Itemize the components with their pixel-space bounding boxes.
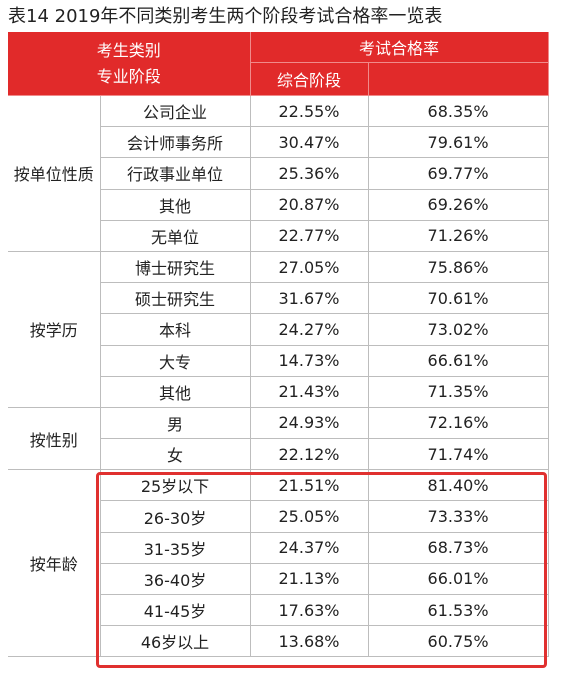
stage-rate-cell: 25.36% bbox=[250, 157, 369, 190]
rate-cell: 68.73% bbox=[368, 532, 549, 564]
category-cell: 大专 bbox=[100, 345, 251, 377]
rate-cell: 71.74% bbox=[368, 438, 549, 471]
category-cell: 博士研究生 bbox=[100, 251, 251, 284]
stage-rate-cell: 21.51% bbox=[250, 469, 369, 502]
corner-header: 考生类别 专业阶段 bbox=[8, 32, 251, 96]
category-cell: 46岁以上 bbox=[100, 625, 251, 658]
category-cell: 行政事业单位 bbox=[100, 157, 251, 190]
rate-cell: 71.26% bbox=[368, 220, 549, 252]
stage-rate-cell: 13.68% bbox=[250, 625, 369, 658]
rate-cell: 60.75% bbox=[368, 625, 549, 658]
corner-header-line1: 考生类别 bbox=[96, 40, 161, 60]
stage-rate-cell: 22.77% bbox=[250, 220, 369, 252]
stage-header: 综合阶段 bbox=[250, 62, 369, 96]
category-cell: 36-40岁 bbox=[100, 563, 251, 596]
rate-cell: 70.61% bbox=[368, 282, 549, 315]
table-row: 36-40岁 21.13% 66.01% bbox=[8, 563, 549, 596]
table-row: 女 22.12% 71.74% bbox=[8, 438, 549, 471]
table-row: 41-45岁 17.63% 61.53% bbox=[8, 594, 549, 627]
stage-rate-cell: 20.87% bbox=[250, 189, 369, 221]
table-row: 无单位 22.77% 71.26% bbox=[8, 220, 549, 252]
category-cell: 其他 bbox=[100, 189, 251, 221]
group-label: 按性别 bbox=[8, 407, 101, 471]
rate-cell: 75.86% bbox=[368, 251, 549, 284]
group-label: 按单位性质 bbox=[8, 95, 101, 252]
category-cell: 本科 bbox=[100, 313, 251, 346]
stage-rate-cell: 21.13% bbox=[250, 563, 369, 596]
rate-cell: 71.35% bbox=[368, 376, 549, 408]
rate-cell: 69.77% bbox=[368, 157, 549, 190]
table-row: 其他 20.87% 69.26% bbox=[8, 189, 549, 221]
rate-cell: 79.61% bbox=[368, 126, 549, 159]
group-label: 按学历 bbox=[8, 251, 101, 408]
category-cell: 女 bbox=[100, 438, 251, 471]
rate-cell: 73.02% bbox=[368, 313, 549, 346]
category-cell: 26-30岁 bbox=[100, 500, 251, 533]
table-row: 26-30岁 25.05% 73.33% bbox=[8, 500, 549, 533]
stage-rate-cell: 22.55% bbox=[250, 95, 369, 128]
category-cell: 其他 bbox=[100, 376, 251, 408]
pass-rate-table: 考生类别 专业阶段 考试合格率 综合阶段 按单位性质 公司企业 22.55% 68.3… bbox=[8, 32, 549, 658]
table-row: 行政事业单位 25.36% 69.77% bbox=[8, 157, 549, 190]
stage-rate-cell: 22.12% bbox=[250, 438, 369, 471]
category-cell: 公司企业 bbox=[100, 95, 251, 128]
rate-cell: 68.35% bbox=[368, 95, 549, 128]
table-title: 表14 2019年不同类别考生两个阶段考试合格率一览表 bbox=[8, 6, 443, 27]
table-row: 31-35岁 24.37% 68.73% bbox=[8, 532, 549, 564]
stage-rate-cell: 30.47% bbox=[250, 126, 369, 159]
table-row: 本科 24.27% 73.02% bbox=[8, 313, 549, 346]
stage-rate-cell: 24.37% bbox=[250, 532, 369, 564]
category-cell: 男 bbox=[100, 407, 251, 440]
table-row: 46岁以上 13.68% 60.75% bbox=[8, 625, 549, 658]
table-row: 会计师事务所 30.47% 79.61% bbox=[8, 126, 549, 159]
group-label: 按年龄 bbox=[8, 469, 101, 658]
table-row: 按单位性质 公司企业 22.55% 68.35% bbox=[8, 95, 549, 252]
category-cell: 31-35岁 bbox=[100, 532, 251, 564]
rate-cell: 61.53% bbox=[368, 594, 549, 627]
corner-header-line2: 专业阶段 bbox=[96, 66, 161, 86]
rate-cell: 66.61% bbox=[368, 345, 549, 377]
rate-cell: 66.01% bbox=[368, 563, 549, 596]
stage-rate-cell: 27.05% bbox=[250, 251, 369, 284]
stage-rate-cell: 14.73% bbox=[250, 345, 369, 377]
table-row: 按学历 博士研究生 27.05% 75.86% bbox=[8, 251, 549, 408]
table-row: 其他 21.43% 71.35% bbox=[8, 376, 549, 408]
rate-cell: 69.26% bbox=[368, 189, 549, 221]
pass-rate-header: 考试合格率 bbox=[250, 32, 549, 63]
stage-rate-cell: 31.67% bbox=[250, 282, 369, 315]
stage-rate-cell: 25.05% bbox=[250, 500, 369, 533]
category-cell: 会计师事务所 bbox=[100, 126, 251, 159]
stage-rate-cell: 24.93% bbox=[250, 407, 369, 440]
rate-cell: 72.16% bbox=[368, 407, 549, 440]
table-row: 按性别男 24.93% 72.16% bbox=[8, 407, 549, 471]
rate-cell: 81.40% bbox=[368, 469, 549, 502]
stage-rate-cell: 17.63% bbox=[250, 594, 369, 627]
table-row: 硕士研究生 31.67% 70.61% bbox=[8, 282, 549, 315]
category-cell: 硕士研究生 bbox=[100, 282, 251, 315]
category-cell: 无单位 bbox=[100, 220, 251, 252]
stage-header-empty bbox=[368, 62, 549, 96]
stage-rate-cell: 24.27% bbox=[250, 313, 369, 346]
category-cell: 41-45岁 bbox=[100, 594, 251, 627]
table-row: 大专 14.73% 66.61% bbox=[8, 345, 549, 377]
rate-cell: 73.33% bbox=[368, 500, 549, 533]
table-row: 按年龄 25岁以下 21.51% 81.40% bbox=[8, 469, 549, 658]
category-cell: 25岁以下 bbox=[100, 469, 251, 502]
stage-rate-cell: 21.43% bbox=[250, 376, 369, 408]
